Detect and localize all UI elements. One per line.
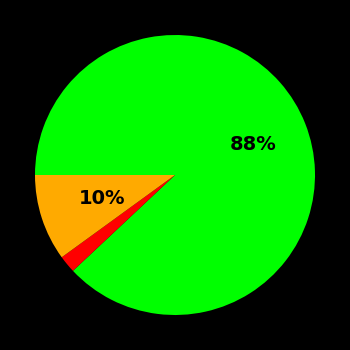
Text: 10%: 10% [78, 189, 125, 208]
Text: 88%: 88% [230, 135, 276, 154]
Wedge shape [35, 175, 175, 257]
Wedge shape [62, 175, 175, 271]
Wedge shape [35, 35, 315, 315]
